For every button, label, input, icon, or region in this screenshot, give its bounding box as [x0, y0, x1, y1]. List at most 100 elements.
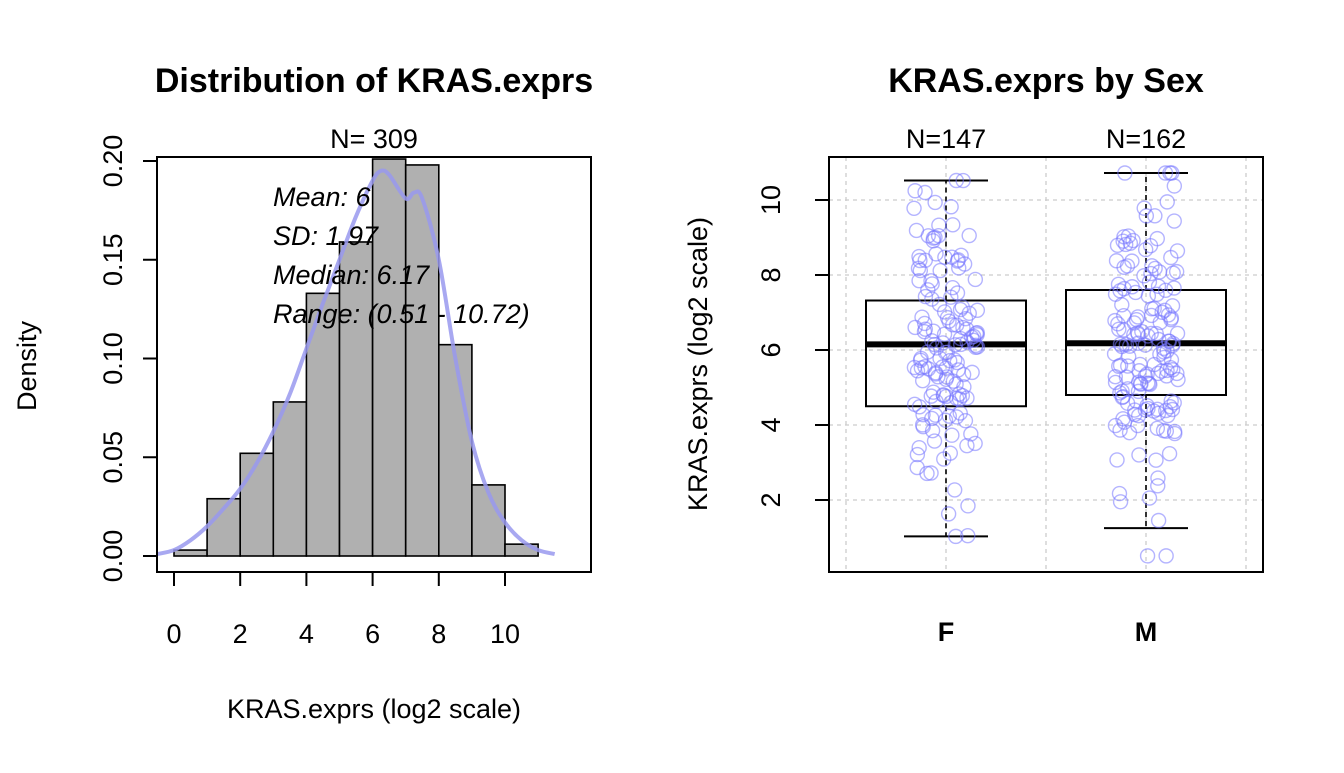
data-point — [923, 388, 939, 404]
data-point — [1166, 178, 1183, 194]
histogram-x-tick-label: 6 — [365, 619, 380, 649]
data-point — [948, 409, 965, 425]
data-point — [925, 384, 942, 400]
data-point — [1149, 286, 1165, 302]
data-point — [1150, 405, 1167, 422]
data-point — [969, 325, 985, 341]
boxplot-y-tick-label: 4 — [756, 417, 786, 432]
data-point — [1158, 423, 1175, 439]
data-point — [907, 183, 923, 199]
data-point — [1141, 490, 1158, 506]
histogram-bar — [173, 549, 208, 557]
data-point — [1140, 288, 1157, 304]
data-point — [945, 217, 961, 233]
data-point — [1166, 395, 1182, 411]
data-point — [916, 315, 933, 332]
data-point — [917, 184, 933, 201]
data-point — [963, 426, 979, 442]
histogram-bars — [173, 158, 539, 557]
data-point — [969, 302, 986, 318]
data-point — [942, 445, 958, 461]
data-point — [1168, 263, 1185, 280]
data-point — [1148, 452, 1164, 468]
histogram-x-tick-label: 4 — [299, 619, 314, 649]
data-point — [1109, 452, 1125, 468]
data-point — [1165, 335, 1181, 352]
data-point — [945, 317, 961, 333]
data-point — [1150, 478, 1166, 494]
data-point — [959, 390, 975, 406]
data-point — [949, 253, 966, 269]
data-point — [943, 199, 959, 215]
data-point — [926, 433, 943, 449]
data-point — [1144, 258, 1160, 274]
data-point — [1130, 383, 1147, 400]
histogram-title: Distribution of KRAS.exprs — [155, 62, 593, 100]
data-point — [1166, 423, 1183, 440]
data-point — [1149, 230, 1165, 247]
data-point — [1149, 420, 1166, 437]
histogram-x-tick-label: 0 — [166, 619, 181, 649]
data-point — [949, 285, 966, 301]
histogram-x-tick-label: 2 — [233, 619, 248, 649]
data-point — [1118, 369, 1135, 385]
data-point — [957, 412, 974, 429]
data-point — [1150, 512, 1167, 529]
data-point — [1111, 321, 1127, 337]
data-point — [917, 321, 934, 337]
data-point — [1130, 335, 1146, 351]
summary-statistics: Mean: 6 SD: 1.97 Median: 6.17 Range: (0.… — [273, 182, 530, 329]
data-point — [907, 319, 923, 336]
data-point — [1112, 422, 1128, 438]
data-point — [942, 353, 958, 369]
stat-range: Range: (0.51 - 10.72) — [273, 299, 530, 329]
data-point — [1170, 371, 1186, 388]
data-point — [928, 393, 944, 410]
data-point — [960, 527, 976, 544]
data-point — [1155, 422, 1172, 439]
data-point — [1127, 406, 1143, 423]
data-point — [1161, 333, 1178, 350]
data-point — [1159, 194, 1175, 210]
boxplot-title: KRAS.exprs by Sex — [888, 62, 1204, 100]
data-point — [919, 465, 935, 482]
data-point — [938, 360, 954, 376]
data-point — [1141, 274, 1158, 290]
data-point — [1132, 375, 1149, 392]
data-point — [927, 194, 943, 211]
data-point — [1109, 237, 1126, 254]
data-point — [1116, 280, 1132, 297]
data-point — [961, 227, 977, 244]
histogram-panel: Distribution of KRAS.exprs N= 309 KRAS.e… — [12, 62, 593, 724]
data-point — [931, 296, 948, 313]
data-point — [946, 482, 963, 498]
data-point — [955, 319, 971, 336]
data-point — [1138, 208, 1155, 224]
data-point — [1130, 417, 1146, 434]
data-point — [955, 366, 972, 383]
data-point — [1124, 253, 1140, 269]
data-point — [920, 228, 936, 244]
data-point — [1147, 208, 1163, 224]
stat-median: Median: 6.17 — [273, 260, 430, 290]
data-point — [1157, 165, 1174, 181]
data-point — [1130, 309, 1146, 325]
data-point — [1163, 352, 1180, 368]
boxplot-y-tick-label: 8 — [756, 267, 786, 282]
data-point — [1114, 338, 1130, 355]
data-point — [932, 262, 948, 279]
data-point — [944, 427, 960, 443]
data-point — [960, 498, 976, 514]
data-point — [1122, 338, 1138, 354]
data-point — [1166, 280, 1182, 296]
histogram-y-axis-label: Density — [12, 320, 42, 411]
data-point — [967, 435, 983, 452]
data-point — [927, 229, 943, 246]
data-point — [1120, 228, 1137, 244]
data-point — [909, 446, 926, 463]
boxplot-category-labels: F N=147 M N=162 — [906, 124, 1186, 647]
data-point — [1112, 494, 1129, 510]
data-point — [912, 262, 929, 279]
